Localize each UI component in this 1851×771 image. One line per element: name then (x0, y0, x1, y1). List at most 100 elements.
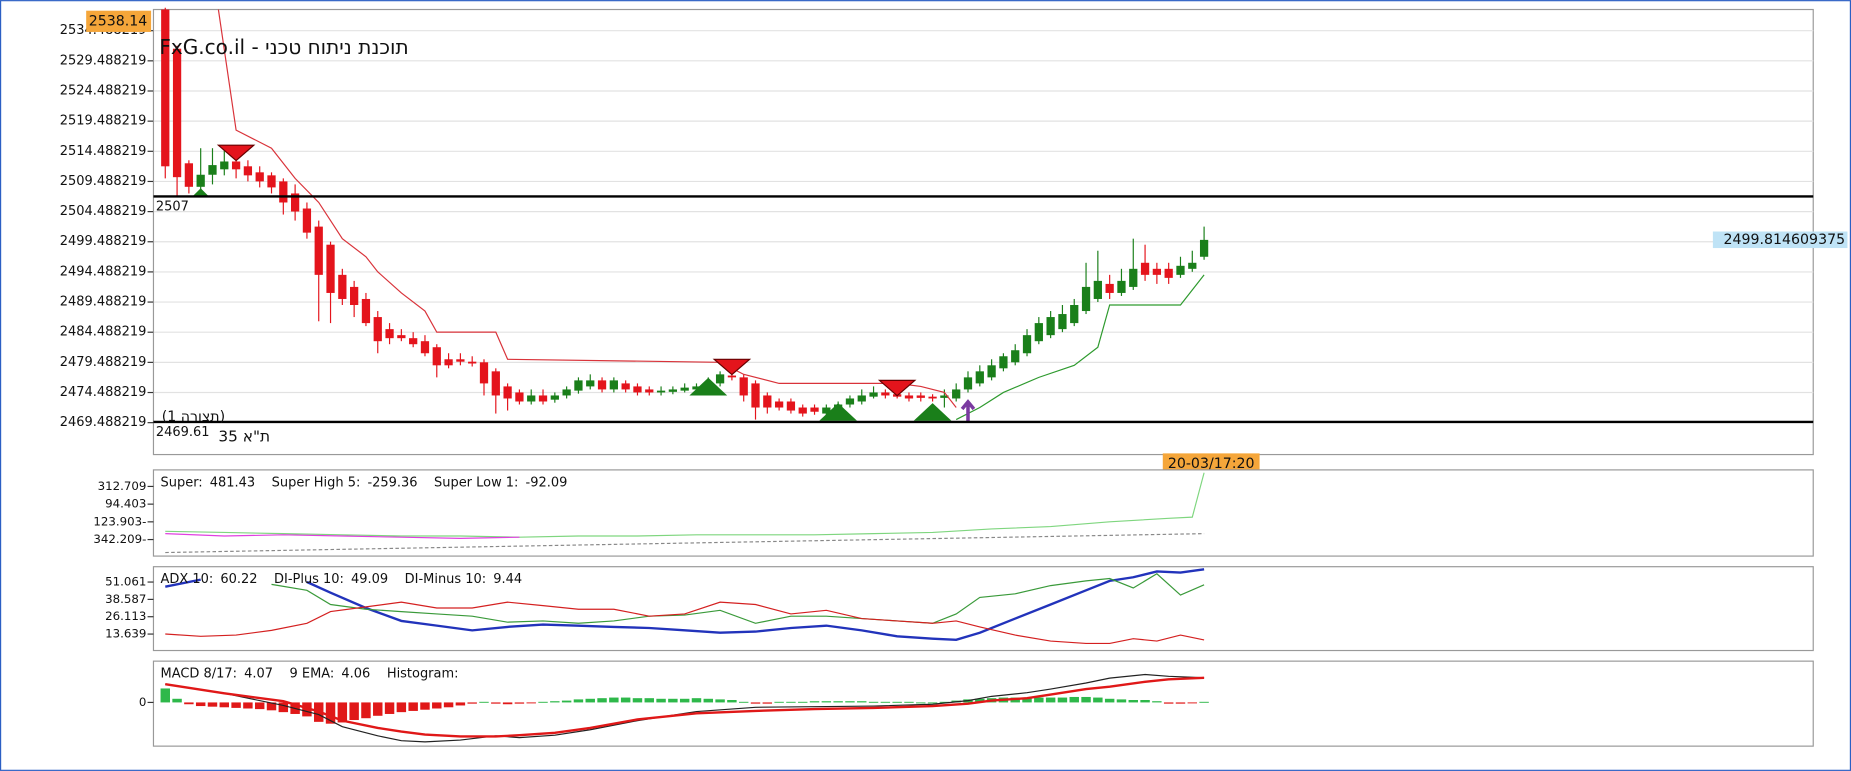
last-price: 2499.814609375 (1724, 232, 1846, 248)
histogram-bar (774, 701, 784, 703)
histogram-bar (727, 699, 737, 703)
candle-body (397, 335, 406, 339)
y-tick-label: 2469.488219 (60, 415, 147, 430)
legend-text: Super High 5: (272, 475, 361, 490)
candle-body (338, 274, 347, 299)
histogram-bar (479, 701, 489, 703)
chart-title: FxG.co.il - תוכנת ניתוח טכני (159, 35, 408, 59)
candle-body (845, 398, 855, 405)
legend-text: 60.22 (220, 572, 257, 587)
candle-body (904, 395, 914, 399)
candle-body (1140, 262, 1150, 275)
histogram-bar (219, 702, 230, 708)
y-tick-label: 2529.488219 (60, 53, 147, 68)
histogram-bar (502, 702, 513, 705)
histogram-bar (1057, 697, 1068, 703)
candle-body (1011, 350, 1020, 363)
candle-body (172, 48, 182, 178)
y-tick-label: 2494.488219 (60, 264, 147, 279)
histogram-bar (975, 698, 985, 703)
histogram-bar (561, 700, 572, 703)
candle-body (621, 383, 630, 390)
candle-body (432, 347, 441, 366)
candle-body (857, 395, 866, 402)
indicator-line (165, 472, 1205, 538)
candle-body (538, 395, 548, 402)
candle-body (739, 377, 748, 396)
histogram-bar (408, 702, 418, 711)
histogram-bar (396, 702, 407, 713)
histogram-bar (632, 698, 643, 703)
histogram-bar (1093, 697, 1103, 703)
histogram-bar (715, 699, 725, 703)
histogram-bar (1069, 696, 1079, 703)
histogram-bar (349, 702, 359, 721)
y-tick-label: 2519.488219 (60, 114, 147, 129)
histogram-bar (1045, 697, 1056, 703)
legend-text: ADX 10: (161, 572, 214, 587)
y-tick-label: 2474.488219 (60, 385, 147, 400)
candle-body (656, 390, 666, 393)
buy-signal (689, 377, 728, 396)
histogram-bar (538, 701, 548, 703)
date-label-box (1162, 453, 1260, 474)
candle-body (255, 172, 264, 182)
candle-body (444, 359, 453, 366)
legend-text: 9 EMA: (290, 667, 335, 682)
candle-body (562, 389, 571, 396)
histogram-bar (337, 702, 348, 723)
histogram-bar (609, 697, 619, 703)
legend-text: -259.36 (367, 475, 417, 490)
histogram-bar (455, 702, 466, 706)
candle-body (1105, 283, 1114, 293)
histogram-bar (857, 701, 867, 703)
histogram-bar (432, 702, 442, 709)
candle-body (220, 161, 229, 170)
level-label: 2507 (156, 200, 189, 215)
histogram-bar (266, 702, 277, 711)
top-label-box (86, 10, 152, 32)
candle-body (645, 389, 654, 393)
buy-signal (913, 403, 952, 421)
candle-body (881, 392, 890, 396)
histogram-bar (644, 698, 654, 703)
histogram-bar (798, 701, 808, 703)
candle-body (196, 174, 205, 187)
trailing-stop-down (217, 9, 957, 408)
y-tick-label: 2524.488219 (60, 83, 147, 98)
legend-text: 481.43 (210, 475, 255, 490)
histogram-bar (585, 698, 595, 703)
histogram-bar (1163, 702, 1174, 704)
histogram-bar (1022, 697, 1032, 703)
histogram-bar (750, 702, 761, 704)
legend-text: MACD 8/17: (161, 667, 238, 682)
y-tick-label: 2479.488219 (60, 355, 147, 370)
histogram-bar (927, 702, 938, 704)
candle-body (822, 407, 831, 414)
sell-signal (712, 358, 752, 376)
candle-body (1058, 314, 1067, 330)
candle-body (869, 392, 878, 397)
top-label: 2538.14 (89, 13, 148, 29)
candle-body (999, 356, 1008, 369)
candle-body (574, 380, 583, 391)
histogram-bar (195, 702, 206, 707)
candle-body (1152, 268, 1162, 275)
y-tick-label: 2514.488219 (60, 144, 147, 159)
histogram-bar (597, 698, 607, 703)
histogram-bar (880, 701, 891, 703)
candle-body (468, 361, 477, 364)
histogram-bar (231, 702, 241, 708)
candle-body (361, 298, 371, 324)
candle-body (385, 329, 394, 339)
y-tick-label: 2504.488219 (60, 204, 147, 219)
sell-signal (216, 144, 256, 162)
histogram-bar (821, 701, 832, 703)
candle-body (1081, 286, 1091, 312)
candle-body (314, 226, 323, 275)
legend-text: DI-Plus 10: (274, 572, 344, 587)
y-tick-label: 2499.488219 (60, 234, 147, 249)
annotation: (תצורה 1) (162, 409, 225, 425)
candle-body (987, 365, 996, 378)
